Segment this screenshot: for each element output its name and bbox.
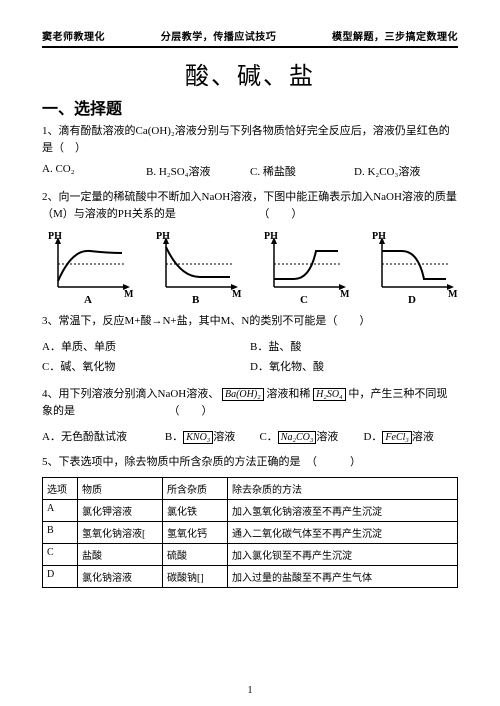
cell: 通入二氧化碳气体至不再产生沉淀 [228, 522, 458, 544]
cell: B [43, 522, 78, 544]
ylabel: PH [48, 231, 62, 242]
graph-label-b: B [192, 294, 200, 305]
page-number: 1 [0, 685, 500, 696]
table-row: B 氢氧化钠溶液[ 氢氧化钙 通入二氧化碳气体至不再产生沉淀 [43, 522, 458, 544]
formula-baoh2-icon: Ba(OH)₂ [222, 388, 264, 401]
q4-opt-b-post: 溶液 [213, 431, 235, 443]
page-header: 窦老师教理化 分层教学，传播应试技巧 模型解题，三步搞定数理化 [42, 28, 458, 48]
section-heading: 一、选择题 [42, 95, 458, 119]
ylabel: PH [156, 231, 170, 242]
page: 窦老师教理化 分层教学，传播应试技巧 模型解题，三步搞定数理化 酸、碱、盐 一、… [0, 0, 500, 706]
q1-opt-d: D. K₂CO₃溶液 [354, 163, 458, 179]
q4-opt-b-pre: B． [165, 431, 183, 443]
cell: 盐酸 [78, 544, 163, 566]
formula-kno3-icon: KNO₃ [183, 431, 213, 444]
ylabel: PH [372, 231, 386, 242]
q2-graph-b: PH M B [150, 229, 242, 305]
q3-text: 3、常温下，反应M+酸→N+盐，其中M、N的类别不可能是（ ） [42, 313, 458, 330]
graph-label-a: A [84, 294, 92, 305]
q2-graphs: PH M A PH M B PH [42, 229, 458, 305]
cell: D [43, 566, 78, 588]
cell: 氯化铁 [163, 500, 228, 522]
table-row: D 氯化钠溶液 碳酸钠[] 加入过量的盐酸至不再产生气体 [43, 566, 458, 588]
th-method: 除去杂质的方法 [228, 478, 458, 500]
graph-label-d: D [408, 294, 416, 305]
header-mid: 分层教学，传播应试技巧 [161, 28, 277, 43]
cell: 硫酸 [163, 544, 228, 566]
q1-opt-b: B. H₂SO₄溶液 [146, 163, 250, 179]
xlabel: M [448, 289, 458, 300]
q1-opt-a: A. CO₂ [42, 163, 146, 179]
cell: 加入过量的盐酸至不再产生气体 [228, 566, 458, 588]
q1-opt-c: C. 稀盐酸 [250, 163, 354, 179]
q4-opt-d-pre: D． [363, 431, 382, 443]
q1-text: 1、滴有酚酞溶液的Ca(OH)₂溶液分别与下列各物质恰好完全反应后，溶液仍呈红色… [42, 123, 458, 157]
cell: 氯化钠溶液 [78, 566, 163, 588]
xlabel: M [124, 289, 134, 300]
q4-text-a: 4、用下列溶液分别滴入NaOH溶液、 [42, 388, 219, 400]
graph-label-c: C [300, 294, 308, 305]
formula-h2so4-icon: H₂SO₄ [313, 388, 345, 401]
q5-table: 选项 物质 所含杂质 除去杂质的方法 A 氯化钾溶液 氯化铁 加入氢氧化钠溶液至… [42, 477, 458, 588]
table-row: 选项 物质 所含杂质 除去杂质的方法 [43, 478, 458, 500]
q4-opt-a: A．无色酚酞试液 [42, 428, 165, 444]
cell: 加入氢氧化钠溶液至不再产生沉淀 [228, 500, 458, 522]
header-left: 窦老师教理化 [42, 28, 105, 43]
q4-text-b: 溶液和稀 [266, 388, 310, 400]
th-option: 选项 [43, 478, 78, 500]
cell: 氢氧化钙 [163, 522, 228, 544]
q2-graph-c: PH M C [258, 229, 350, 305]
th-substance: 物质 [78, 478, 163, 500]
q2-graph-d: PH M D [366, 229, 458, 305]
q4-opt-b: B．KNO₃溶液 [165, 428, 260, 444]
curve [382, 251, 446, 279]
cell: 碳酸钠[] [163, 566, 228, 588]
cell: C [43, 544, 78, 566]
q2-graph-a: PH M A [42, 229, 134, 305]
document-title: 酸、碱、盐 [42, 56, 458, 91]
q4-opt-c-pre: C． [259, 431, 277, 443]
xlabel: M [232, 289, 242, 300]
q4-options: A．无色酚酞试液 B．KNO₃溶液 C．Na₂CO₃溶液 D．FeCl₃溶液 [42, 428, 458, 444]
q3-opt-d: D．氧化物、酸 [250, 358, 458, 374]
q3-opt-a: A．单质、单质 [42, 338, 250, 354]
ylabel: PH [264, 231, 278, 242]
curve [166, 247, 230, 277]
q4-opt-d-post: 溶液 [412, 431, 434, 443]
header-right: 模型解题，三步搞定数理化 [332, 28, 458, 43]
q1-options: A. CO₂ B. H₂SO₄溶液 C. 稀盐酸 D. K₂CO₃溶液 [42, 163, 458, 179]
formula-na2co3-icon: Na₂CO₃ [278, 431, 317, 444]
cell: A [43, 500, 78, 522]
q4-text: 4、用下列溶液分别滴入NaOH溶液、 Ba(OH)₂ 溶液和稀 H₂SO₄ 中，… [42, 386, 458, 420]
q3-opt-b: B．盐、酸 [250, 338, 458, 354]
curve [274, 251, 338, 279]
q3-opt-c: C．碱、氧化物 [42, 358, 250, 374]
xlabel: M [340, 289, 350, 300]
q4-opt-d: D．FeCl₃溶液 [363, 428, 458, 444]
table-row: A 氯化钾溶液 氯化铁 加入氢氧化钠溶液至不再产生沉淀 [43, 500, 458, 522]
q3-options: A．单质、单质 B．盐、酸 C．碱、氧化物 D．氧化物、酸 [42, 336, 458, 376]
cell: 氯化钾溶液 [78, 500, 163, 522]
th-impurity: 所含杂质 [163, 478, 228, 500]
q4-opt-c: C．Na₂CO₃溶液 [259, 428, 363, 444]
table-row: C 盐酸 硫酸 加入氯化钡至不再产生沉淀 [43, 544, 458, 566]
cell: 加入氯化钡至不再产生沉淀 [228, 544, 458, 566]
cell: 氢氧化钠溶液[ [78, 522, 163, 544]
formula-fecl3-icon: FeCl₃ [382, 431, 411, 444]
q4-opt-c-post: 溶液 [316, 431, 338, 443]
q2-text: 2、向一定量的稀硫酸中不断加入NaOH溶液，下图中能正确表示加入NaOH溶液的质… [42, 189, 458, 223]
q5-text: 5、下表选项中，除去物质中所含杂质的方法正确的是 （ ） [42, 454, 458, 471]
curve [58, 251, 122, 281]
